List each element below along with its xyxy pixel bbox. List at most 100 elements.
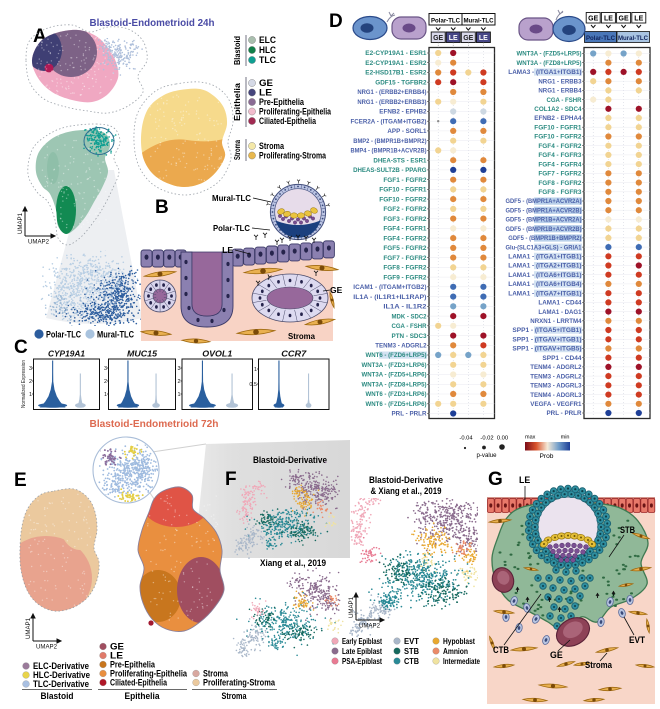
svg-text:BMP4 - (BMPR1B+ACVR2B): BMP4 - (BMPR1B+ACVR2B) (351, 148, 427, 155)
svg-text:FCER2A - (ITGAM+ITGB2): FCER2A - (ITGAM+ITGB2) (351, 118, 427, 125)
svg-text:3: 3 (177, 366, 180, 372)
svg-text:TENM3 - ADGRL2: TENM3 - ADGRL2 (375, 342, 427, 349)
svg-text:LAMA1 - (ITGA2+ITGB1): LAMA1 - (ITGA2+ITGB1) (508, 263, 581, 270)
svg-text:F: F (225, 469, 237, 490)
svg-text:FGF3 - FGFR2: FGF3 - FGFR2 (383, 216, 427, 223)
svg-text:GE: GE (619, 16, 629, 23)
svg-text:UMAP1: UMAP1 (26, 617, 32, 639)
svg-text:GDF5 - (BMPR1B+BMPR2): GDF5 - (BMPR1B+BMPR2) (508, 235, 581, 242)
svg-text:Polar-TLC: Polar-TLC (431, 18, 460, 25)
svg-text:UMAP2: UMAP2 (28, 240, 50, 246)
svg-text:-0.02: -0.02 (480, 436, 493, 442)
svg-text:2: 2 (104, 379, 107, 385)
svg-text:D: D (329, 11, 343, 32)
svg-text:p-value: p-value (477, 452, 497, 459)
svg-text:2: 2 (29, 379, 32, 385)
svg-text:FGF7 - FGFR2: FGF7 - FGFR2 (383, 255, 427, 262)
svg-text:Proliferating-Stroma: Proliferating-Stroma (203, 678, 275, 688)
svg-text:B: B (155, 197, 169, 218)
svg-text:SPP1 - (ITGAV+ITGB5): SPP1 - (ITGAV+ITGB5) (512, 346, 581, 353)
svg-text:EFNB2 - EPHA4: EFNB2 - EPHA4 (534, 115, 582, 122)
svg-text:FGF4 - FGFR1: FGF4 - FGFR1 (383, 226, 427, 233)
svg-text:C: C (14, 337, 28, 358)
svg-text:Polar-TLC: Polar-TLC (213, 223, 250, 233)
svg-text:COL1A2 - SDC4: COL1A2 - SDC4 (534, 106, 582, 113)
svg-text:GDF5 - (BMPR1B+ACVR2B): GDF5 - (BMPR1B+ACVR2B) (506, 226, 582, 233)
svg-text:NRG1 - (ERBB2+ERBB3): NRG1 - (ERBB2+ERBB3) (357, 99, 426, 106)
svg-text:1: 1 (104, 392, 107, 398)
svg-text:FGF5 - FGFR2: FGF5 - FGFR2 (383, 245, 427, 252)
svg-text:NRG1 - (ERBB2+ERBB4): NRG1 - (ERBB2+ERBB4) (357, 89, 426, 96)
svg-text:LE: LE (259, 88, 272, 98)
svg-text:FGF10 - FGFR1: FGF10 - FGFR1 (534, 124, 582, 131)
svg-text:CCR7: CCR7 (281, 350, 307, 359)
svg-text:GE: GE (259, 78, 273, 88)
svg-text:TLC: TLC (259, 55, 277, 65)
svg-text:2: 2 (177, 379, 180, 385)
svg-text:NRG1 - ERBB3: NRG1 - ERBB3 (538, 78, 582, 85)
svg-text:WNT3A - (FZD8+LRP5): WNT3A - (FZD8+LRP5) (362, 381, 427, 388)
svg-text:Normalized Expression: Normalized Expression (21, 360, 27, 408)
svg-text:WNT3A - (FZD5+LRP6): WNT3A - (FZD5+LRP6) (362, 372, 427, 379)
svg-text:Prob: Prob (540, 453, 554, 460)
svg-text:TENM4 - ADGRL3: TENM4 - ADGRL3 (530, 392, 582, 399)
svg-text:FGF1 - FGFR2: FGF1 - FGFR2 (383, 177, 427, 184)
svg-text:E2-CYP19A1 - ESR2: E2-CYP19A1 - ESR2 (365, 60, 427, 67)
svg-text:MDK - SDC2: MDK - SDC2 (392, 313, 427, 320)
svg-text:Blastoid-Derivative: Blastoid-Derivative (253, 455, 327, 465)
svg-text:Pre-Epithelia: Pre-Epithelia (259, 97, 304, 107)
svg-text:TENM3 - ADGRL3: TENM3 - ADGRL3 (530, 383, 582, 390)
svg-text:LAMA1 - (ITGA1+ITGB1): LAMA1 - (ITGA1+ITGB1) (508, 253, 581, 260)
svg-text:IL1A - (IL1R1+IL1RAP): IL1A - (IL1R1+IL1RAP) (353, 294, 426, 301)
svg-text:NRG1 - ERBB4: NRG1 - ERBB4 (538, 88, 582, 95)
svg-text:PRL - PRLR: PRL - PRLR (392, 411, 427, 418)
svg-text:UMAP1: UMAP1 (18, 212, 24, 234)
svg-text:CGA - FSHR: CGA - FSHR (547, 97, 582, 104)
svg-text:GDF5 - (BMPR1B+ACVR2A): GDF5 - (BMPR1B+ACVR2A) (506, 217, 582, 224)
svg-text:Stroma: Stroma (288, 331, 315, 341)
svg-text:FGF4 - FGFR2: FGF4 - FGFR2 (538, 143, 582, 150)
svg-text:FGF10 - FGFR2: FGF10 - FGFR2 (379, 196, 427, 203)
svg-text:EFNB2 - EPHB2: EFNB2 - EPHB2 (379, 109, 427, 116)
svg-text:LE: LE (479, 35, 488, 42)
svg-text:HLC: HLC (259, 45, 277, 55)
svg-text:Blastoid: Blastoid (41, 691, 74, 701)
svg-text:APP - SORL1: APP - SORL1 (387, 128, 427, 135)
svg-text:ELC: ELC (259, 35, 277, 45)
svg-text:LE: LE (604, 16, 613, 23)
svg-text:LAMA1 - (ITGA6+ITGB1): LAMA1 - (ITGA6+ITGB1) (508, 272, 581, 279)
svg-text:IL1A - IL1R2: IL1A - IL1R2 (383, 304, 427, 311)
svg-text:DHEA-STS - ESR1: DHEA-STS - ESR1 (373, 157, 427, 164)
svg-text:FGF4 - FGFR2: FGF4 - FGFR2 (383, 235, 427, 242)
svg-text:Epithelia: Epithelia (125, 691, 160, 701)
svg-text:3: 3 (29, 366, 32, 372)
svg-text:-0.04: -0.04 (459, 436, 473, 442)
svg-text:LAMA1 - (ITGA7+ITGB1): LAMA1 - (ITGA7+ITGB1) (508, 290, 581, 297)
svg-text:E2-CYP19A1 - ESR1: E2-CYP19A1 - ESR1 (365, 50, 427, 57)
svg-text:GE: GE (463, 35, 473, 42)
svg-text:SPP1 - (ITGA5+ITGB1): SPP1 - (ITGA5+ITGB1) (512, 327, 581, 334)
svg-text:OVOL1: OVOL1 (202, 350, 233, 359)
svg-text:LAMA1 - CD44: LAMA1 - CD44 (538, 300, 582, 307)
svg-text:GDF15 - TGFBR2: GDF15 - TGFBR2 (375, 79, 427, 86)
svg-text:SPP1 - CD44: SPP1 - CD44 (542, 355, 582, 362)
svg-text:E: E (14, 470, 27, 491)
svg-text:1: 1 (29, 392, 32, 398)
svg-text:NRXN1 - LRRTM4: NRXN1 - LRRTM4 (530, 318, 582, 325)
svg-text:WNT3A - (FZD3+LRP6): WNT3A - (FZD3+LRP6) (362, 362, 427, 369)
svg-text:FGF7 - FGFR2: FGF7 - FGFR2 (538, 171, 582, 178)
svg-text:PRL - PRLR: PRL - PRLR (547, 410, 582, 417)
svg-text:0.00: 0.00 (497, 436, 508, 442)
svg-text:max: max (525, 435, 536, 441)
svg-text:1: 1 (254, 367, 257, 373)
svg-text:FGF8 - FGFR2: FGF8 - FGFR2 (383, 265, 427, 272)
svg-text:Mural-TLC: Mural-TLC (97, 330, 134, 340)
svg-text:LE: LE (634, 16, 643, 23)
svg-text:WNT6 - (FZD6+LRP5): WNT6 - (FZD6+LRP5) (366, 352, 427, 359)
svg-text:Stroma: Stroma (259, 141, 284, 151)
svg-text:TENM3 - ADGRL2: TENM3 - ADGRL2 (530, 373, 582, 380)
svg-text:FGF10 - FGFR2: FGF10 - FGFR2 (534, 134, 582, 141)
svg-text:FGF4 - FGFR4: FGF4 - FGFR4 (538, 161, 582, 168)
svg-text:WNT3A - (FZD5+LRP5): WNT3A - (FZD5+LRP5) (517, 51, 582, 58)
svg-text:GE: GE (330, 285, 343, 295)
